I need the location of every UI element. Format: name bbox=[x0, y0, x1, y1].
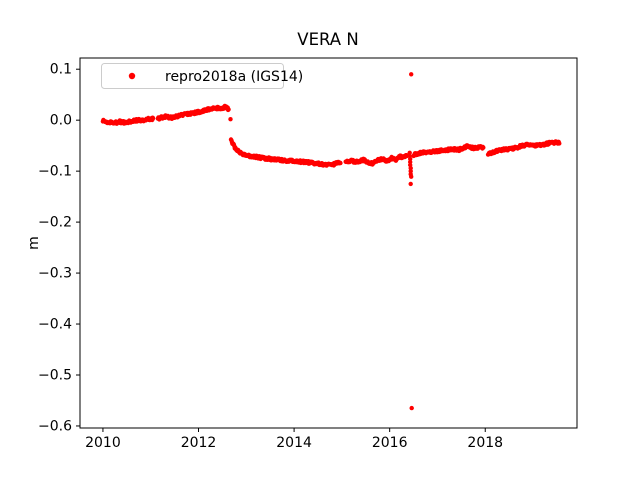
x-tick-label: 2016 bbox=[372, 435, 408, 451]
x-tick-label: 2018 bbox=[467, 435, 503, 451]
y-tick-label: 0.1 bbox=[50, 62, 72, 78]
y-tick-label: −0.5 bbox=[38, 367, 72, 383]
legend-label: repro2018a (IGS14) bbox=[165, 69, 303, 85]
legend-box bbox=[101, 63, 284, 89]
scatter-point bbox=[408, 181, 413, 187]
y-tick-label: −0.6 bbox=[38, 418, 72, 434]
scatter-point bbox=[150, 116, 156, 121]
scatter-point bbox=[338, 160, 343, 166]
legend: repro2018a (IGS14) bbox=[101, 63, 303, 89]
y-tick-label: 0.0 bbox=[50, 113, 72, 129]
y-axis-ticks: 0.1 0.0 −0.1 −0.2 −0.3 −0.4 −0.5 −0.6 bbox=[38, 62, 80, 434]
outlier-point bbox=[409, 72, 414, 77]
legend-marker-icon bbox=[128, 72, 136, 80]
x-tick-label: 2012 bbox=[181, 435, 217, 451]
scatter-point bbox=[228, 117, 233, 122]
scatter-point bbox=[481, 145, 486, 150]
y-tick-label: −0.3 bbox=[38, 266, 72, 282]
scatter-point bbox=[408, 168, 413, 174]
x-axis-ticks: 2010 2012 2014 2016 2018 bbox=[85, 428, 503, 451]
outlier-point bbox=[409, 405, 414, 411]
scatter-point bbox=[407, 150, 412, 155]
scatter-point bbox=[226, 107, 231, 112]
y-tick-label: −0.1 bbox=[38, 164, 72, 180]
scatter-series bbox=[100, 72, 562, 411]
y-tick-label: −0.2 bbox=[38, 215, 72, 231]
y-axis-label: m bbox=[26, 236, 42, 250]
scatter-point bbox=[409, 174, 414, 179]
scatter-point bbox=[408, 156, 413, 162]
chart-title: VERA N bbox=[297, 30, 358, 49]
scatter-point bbox=[557, 141, 562, 146]
x-tick-label: 2014 bbox=[276, 435, 312, 451]
plot-area bbox=[79, 57, 578, 429]
y-tick-label: −0.4 bbox=[38, 317, 72, 333]
x-tick-label: 2010 bbox=[85, 435, 121, 451]
